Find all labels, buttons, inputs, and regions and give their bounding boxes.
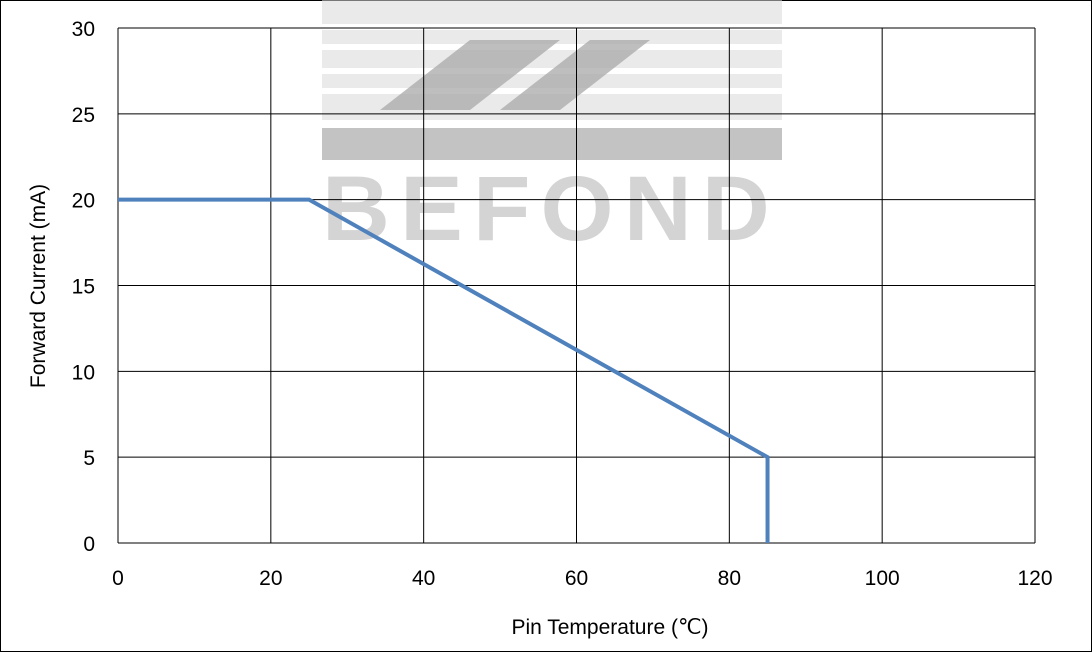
- tick-labels: 0 20 40 60 80 100 120 0 5 10 15 20 25 30: [72, 18, 1053, 590]
- x-tick-label-1: 20: [259, 567, 282, 590]
- series-line-0: [118, 197, 770, 543]
- y-tick-label-3: 15: [72, 276, 95, 299]
- x-tick-label-6: 120: [1017, 567, 1052, 590]
- x-tick-label-3: 60: [565, 567, 588, 590]
- y-axis-title: Forward Current (mA): [27, 184, 50, 388]
- x-tick-label-4: 80: [718, 567, 741, 590]
- grid: [117, 27, 1036, 544]
- y-tick-label-4: 20: [72, 190, 95, 213]
- x-axis-title: Pin Temperature (℃): [511, 616, 708, 639]
- y-tick-label-6: 30: [72, 18, 95, 41]
- y-tick-label-5: 25: [72, 104, 95, 127]
- watermark-text: BEFOND: [322, 158, 780, 260]
- watermark-logo: BEFOND: [322, 0, 782, 260]
- x-tick-label-2: 40: [412, 567, 435, 590]
- x-tick-label-0: 0: [112, 567, 124, 590]
- y-tick-label-2: 10: [72, 361, 95, 384]
- y-tick-label-1: 5: [83, 447, 95, 470]
- y-tick-label-0: 0: [83, 533, 95, 556]
- x-tick-label-5: 100: [865, 567, 900, 590]
- series-layer: [118, 197, 770, 543]
